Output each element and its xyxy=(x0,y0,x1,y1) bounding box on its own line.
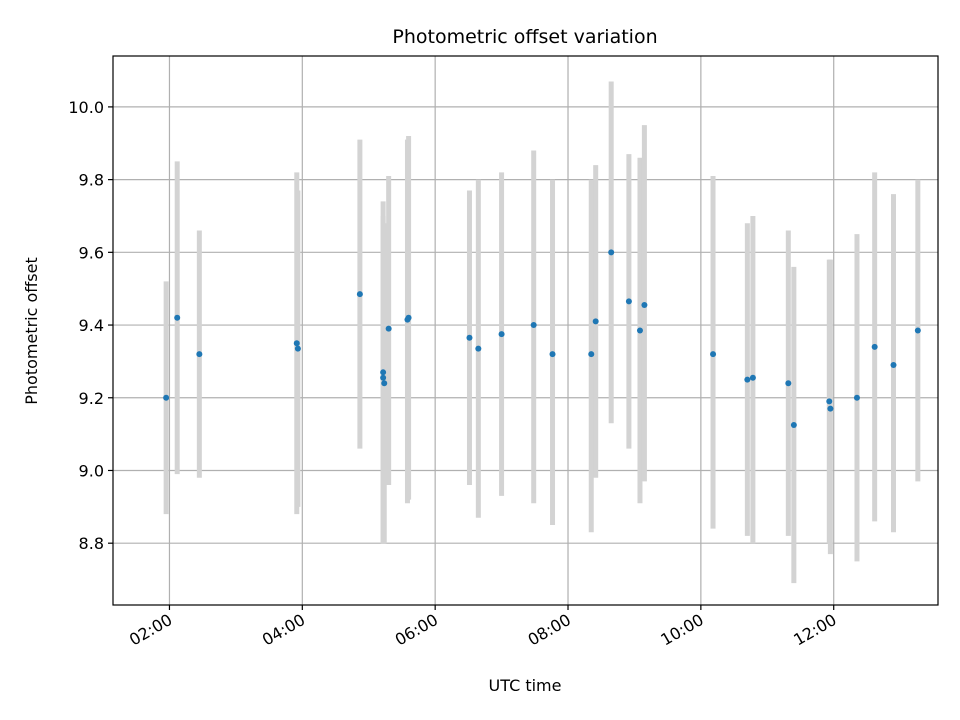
y-tick-label: 9.2 xyxy=(79,389,104,408)
y-tick-label: 8.8 xyxy=(79,534,104,553)
data-point xyxy=(380,374,387,381)
y-tick-label: 10.0 xyxy=(68,98,104,117)
data-point xyxy=(549,351,556,358)
data-point xyxy=(636,327,643,334)
y-tick-label: 9.4 xyxy=(79,316,104,335)
plot-frame xyxy=(112,55,939,606)
data-point xyxy=(914,327,921,334)
data-point xyxy=(641,302,648,309)
data-point xyxy=(475,345,482,352)
data-point xyxy=(588,351,595,358)
data-point xyxy=(498,331,505,338)
data-point xyxy=(592,318,599,325)
data-point xyxy=(744,376,751,383)
data-point xyxy=(380,369,387,376)
data-point xyxy=(625,298,632,305)
data-point xyxy=(356,291,363,298)
data-point xyxy=(466,334,473,341)
data-point xyxy=(890,362,897,369)
grid xyxy=(113,56,938,605)
data-points xyxy=(163,249,921,429)
y-tick-label: 9.6 xyxy=(79,243,104,262)
data-point xyxy=(827,405,834,412)
y-tick-label: 9.8 xyxy=(79,171,104,190)
chart-title: Photometric offset variation xyxy=(392,26,657,48)
data-point xyxy=(790,422,797,429)
x-axis-label: UTC time xyxy=(489,676,562,695)
data-point xyxy=(853,394,860,401)
data-point xyxy=(871,343,878,350)
data-point xyxy=(385,325,392,332)
data-point xyxy=(530,322,537,329)
y-tick-label: 9.0 xyxy=(79,461,104,480)
y-axis-label: Photometric offset xyxy=(22,257,41,405)
data-point xyxy=(749,374,756,381)
data-point xyxy=(826,398,833,405)
data-point xyxy=(381,380,388,387)
data-point xyxy=(294,345,301,352)
data-point xyxy=(710,351,717,358)
data-point xyxy=(174,314,181,321)
data-point xyxy=(405,314,412,321)
data-point xyxy=(196,351,203,358)
data-point xyxy=(163,394,170,401)
data-point xyxy=(608,249,615,256)
y-axis-ticks: 8.8 9.0 9.2 9.4 9.6 9.8 10.0 xyxy=(68,98,113,553)
data-point xyxy=(785,380,792,387)
data-point xyxy=(293,340,300,347)
